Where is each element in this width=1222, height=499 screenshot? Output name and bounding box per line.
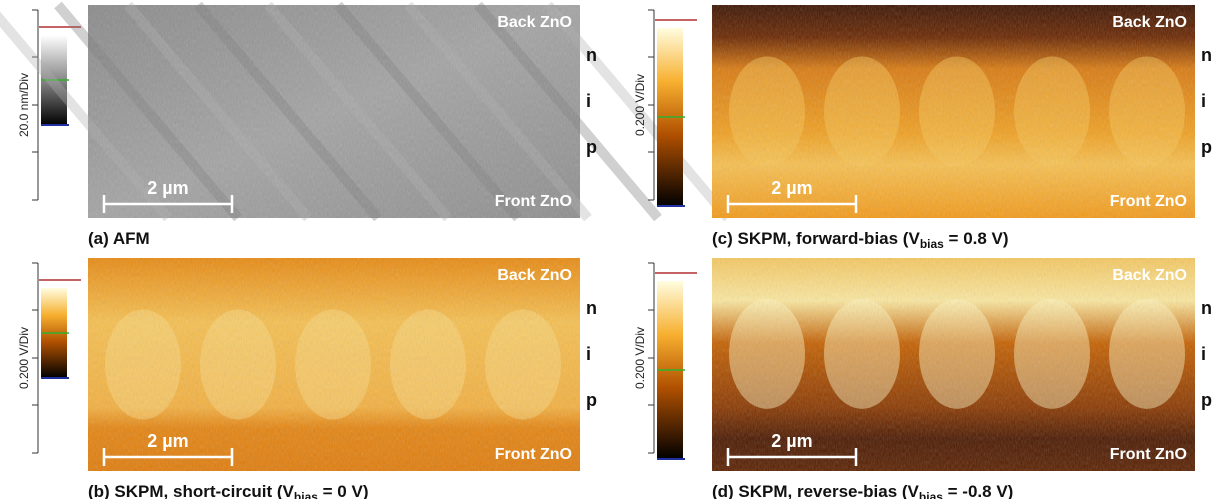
caption-sub: bias <box>920 237 944 251</box>
top-label: Back ZnO <box>1112 267 1187 284</box>
panel: 0.200 V/Div Back ZnO Front ZnO 2 µm n i p (c) S… <box>633 5 1212 251</box>
layer-label: i <box>1201 91 1206 111</box>
caption: (b) SKPM, short-circuit (Vbias = 0 V) <box>88 482 368 499</box>
bottom-label: Front ZnO <box>495 446 572 463</box>
scale-unit: 0.200 V/Div <box>633 327 647 389</box>
layer-label: p <box>1201 137 1212 157</box>
caption-sub: bias <box>294 490 318 499</box>
layer-label: n <box>586 45 597 65</box>
bottom-label: Front ZnO <box>1110 193 1187 210</box>
scale-bar-label: 2 µm <box>771 431 812 451</box>
panel: 20.0 nm/Div Back ZnO Front ZnO 2 µm n i p (a) A… <box>0 5 728 248</box>
caption-text: (b) SKPM, short-circuit (V <box>88 482 295 499</box>
scale-bar-label: 2 µm <box>147 178 188 198</box>
scale-unit: 0.200 V/Div <box>633 74 647 136</box>
caption-text: (a) AFM <box>88 229 150 248</box>
top-label: Back ZnO <box>1112 14 1187 31</box>
top-label: Back ZnO <box>497 267 572 284</box>
caption: (d) SKPM, reverse-bias (Vbias = -0.8 V) <box>712 482 1013 499</box>
scale-bar-label: 2 µm <box>147 431 188 451</box>
top-label: Back ZnO <box>497 14 572 31</box>
layer-label: n <box>586 298 597 318</box>
layer-label: n <box>1201 45 1212 65</box>
figure: 20.0 nm/Div Back ZnO Front ZnO 2 µm n i p (a) A… <box>0 0 1222 499</box>
layer-label: n <box>1201 298 1212 318</box>
layer-label: p <box>586 390 597 410</box>
layer-label: i <box>586 344 591 364</box>
layer-label: i <box>1201 344 1206 364</box>
bottom-label: Front ZnO <box>1110 446 1187 463</box>
caption-text: (c) SKPM, forward-bias (V <box>712 229 920 248</box>
caption: (a) AFM <box>88 229 150 248</box>
layer-label: p <box>1201 390 1212 410</box>
bottom-label: Front ZnO <box>495 193 572 210</box>
caption-text: = -0.8 V) <box>943 482 1013 499</box>
layer-label: p <box>586 137 597 157</box>
layer-label: i <box>586 91 591 111</box>
caption: (c) SKPM, forward-bias (Vbias = 0.8 V) <box>712 229 1009 251</box>
scale-bar-label: 2 µm <box>771 178 812 198</box>
caption-text: = 0 V) <box>318 482 369 499</box>
caption-text: (d) SKPM, reverse-bias (V <box>712 482 920 499</box>
caption-text: = 0.8 V) <box>944 229 1009 248</box>
scale-unit: 0.200 V/Div <box>17 327 31 389</box>
panel: 0.200 V/Div Back ZnO Front ZnO 2 µm n i p (d) S… <box>633 258 1212 499</box>
scale-unit: 20.0 nm/Div <box>17 73 31 137</box>
panel: 0.200 V/Div Back ZnO Front ZnO 2 µm n i p (b) S… <box>17 258 597 499</box>
caption-sub: bias <box>919 490 943 499</box>
